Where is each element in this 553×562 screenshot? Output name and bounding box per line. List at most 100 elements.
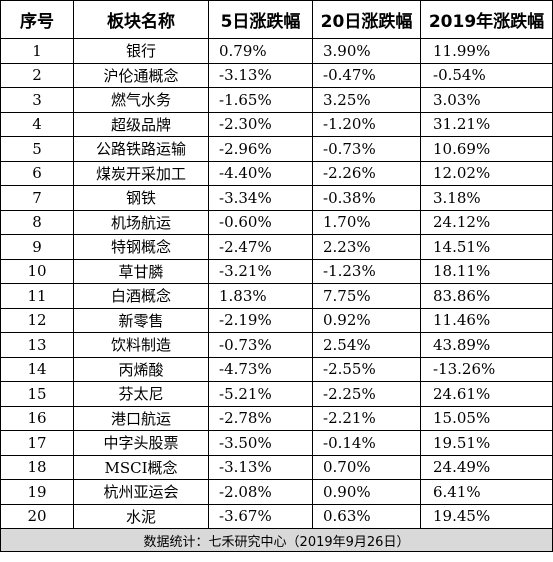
sector-name: 水泥 (73, 503, 209, 529)
table-row: 11 白酒概念 1.83% 7.75% 83.86% (0, 283, 553, 309)
header-2019-change: 2019年涨跌幅 (420, 0, 553, 39)
change-5day: -5.21% (208, 381, 313, 407)
row-index: 1 (0, 38, 74, 64)
change-5day: -2.19% (208, 307, 313, 333)
change-5day: -2.30% (208, 111, 313, 137)
header-index: 序号 (0, 0, 74, 39)
table-row: 1 银行 0.79% 3.90% 11.99% (0, 38, 553, 64)
change-20day: -1.20% (312, 111, 421, 137)
change-2019: 6.41% (420, 479, 553, 505)
row-index: 13 (0, 332, 74, 358)
row-index: 14 (0, 356, 74, 382)
header-sector-name: 板块名称 (73, 0, 209, 39)
change-2019: 14.51% (420, 234, 553, 260)
row-index: 3 (0, 87, 74, 113)
change-5day: -3.34% (208, 185, 313, 211)
change-5day: -2.08% (208, 479, 313, 505)
change-20day: -2.26% (312, 160, 421, 186)
change-5day: -3.13% (208, 62, 313, 88)
change-20day: 3.90% (312, 38, 421, 64)
table-row: 6 煤炭开采加工 -4.40% -2.26% 12.02% (0, 160, 553, 186)
change-2019: -13.26% (420, 356, 553, 382)
sector-name: 钢铁 (73, 185, 209, 211)
sector-name: 草甘膦 (73, 258, 209, 284)
change-5day: -4.40% (208, 160, 313, 186)
change-5day: 0.79% (208, 38, 313, 64)
change-5day: -3.67% (208, 503, 313, 529)
change-5day: -0.60% (208, 209, 313, 235)
table-row: 17 中字头股票 -3.50% -0.14% 19.51% (0, 430, 553, 456)
change-2019: 43.89% (420, 332, 553, 358)
change-20day: -0.14% (312, 430, 421, 456)
change-2019: 3.18% (420, 185, 553, 211)
row-index: 6 (0, 160, 74, 186)
table-row: 4 超级品牌 -2.30% -1.20% 31.21% (0, 111, 553, 137)
change-2019: 24.12% (420, 209, 553, 235)
sector-name: 燃气水务 (73, 87, 209, 113)
change-20day: -0.38% (312, 185, 421, 211)
table-row: 2 沪伦通概念 -3.13% -0.47% -0.54% (0, 62, 553, 88)
change-2019: 19.45% (420, 503, 553, 529)
table-row: 18 MSCI概念 -3.13% 0.70% 24.49% (0, 454, 553, 480)
change-20day: 0.63% (312, 503, 421, 529)
table-row: 8 机场航运 -0.60% 1.70% 24.12% (0, 209, 553, 235)
change-2019: 10.69% (420, 136, 553, 162)
sector-name: 新零售 (73, 307, 209, 333)
row-index: 2 (0, 62, 74, 88)
sector-name: 银行 (73, 38, 209, 64)
sector-name: 饮料制造 (73, 332, 209, 358)
data-source-note: 数据统计：七禾研究中心（2019年9月26日） (0, 528, 553, 552)
table-row: 16 港口航运 -2.78% -2.21% 15.05% (0, 405, 553, 431)
sector-name: 公路铁路运输 (73, 136, 209, 162)
row-index: 20 (0, 503, 74, 529)
row-index: 9 (0, 234, 74, 260)
change-2019: -0.54% (420, 62, 553, 88)
change-20day: -2.25% (312, 381, 421, 407)
change-20day: 2.54% (312, 332, 421, 358)
change-2019: 15.05% (420, 405, 553, 431)
row-index: 15 (0, 381, 74, 407)
row-index: 12 (0, 307, 74, 333)
row-index: 19 (0, 479, 74, 505)
change-2019: 3.03% (420, 87, 553, 113)
change-2019: 11.99% (420, 38, 553, 64)
sector-name: 丙烯酸 (73, 356, 209, 382)
table-row: 5 公路铁路运输 -2.96% -0.73% 10.69% (0, 136, 553, 162)
change-20day: -0.47% (312, 62, 421, 88)
change-5day: -2.96% (208, 136, 313, 162)
change-5day: -2.47% (208, 234, 313, 260)
change-5day: 1.83% (208, 283, 313, 309)
row-index: 18 (0, 454, 74, 480)
row-index: 17 (0, 430, 74, 456)
sector-name: 沪伦通概念 (73, 62, 209, 88)
change-2019: 19.51% (420, 430, 553, 456)
change-2019: 12.02% (420, 160, 553, 186)
row-index: 10 (0, 258, 74, 284)
change-2019: 24.61% (420, 381, 553, 407)
change-20day: -1.23% (312, 258, 421, 284)
change-5day: -1.65% (208, 87, 313, 113)
change-20day: -0.73% (312, 136, 421, 162)
table-row: 13 饮料制造 -0.73% 2.54% 43.89% (0, 332, 553, 358)
change-5day: -3.50% (208, 430, 313, 456)
sector-name: 特钢概念 (73, 234, 209, 260)
change-2019: 31.21% (420, 111, 553, 137)
row-index: 11 (0, 283, 74, 309)
sector-name: 机场航运 (73, 209, 209, 235)
header-20day-change: 20日涨跌幅 (312, 0, 421, 39)
change-5day: -4.73% (208, 356, 313, 382)
table-row: 10 草甘膦 -3.21% -1.23% 18.11% (0, 258, 553, 284)
row-index: 8 (0, 209, 74, 235)
sector-name: MSCI概念 (73, 454, 209, 480)
sector-name: 港口航运 (73, 405, 209, 431)
change-5day: -2.78% (208, 405, 313, 431)
table-row: 19 杭州亚运会 -2.08% 0.90% 6.41% (0, 479, 553, 505)
change-5day: -0.73% (208, 332, 313, 358)
change-20day: 0.90% (312, 479, 421, 505)
change-2019: 83.86% (420, 283, 553, 309)
row-index: 7 (0, 185, 74, 211)
row-index: 16 (0, 405, 74, 431)
change-5day: -3.21% (208, 258, 313, 284)
header-5day-change: 5日涨跌幅 (208, 0, 313, 39)
